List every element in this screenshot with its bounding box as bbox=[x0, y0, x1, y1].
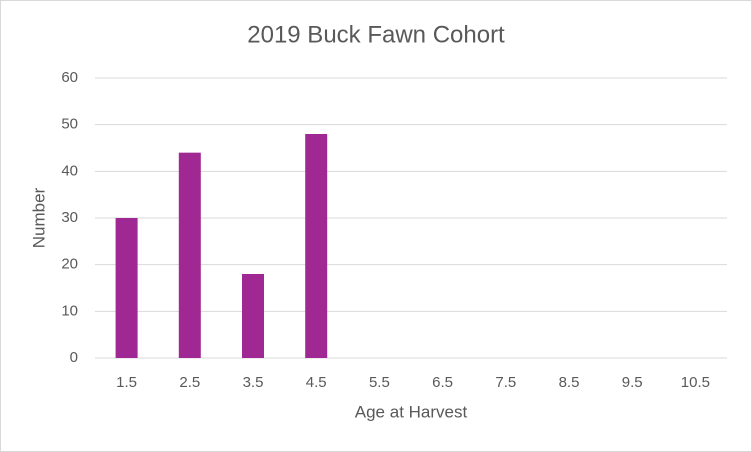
x-tick-label: 1.5 bbox=[116, 374, 137, 391]
x-tick-label: 7.5 bbox=[495, 374, 516, 391]
x-tick-label: 10.5 bbox=[681, 374, 710, 391]
x-axis-label: Age at Harvest bbox=[355, 402, 468, 421]
bar bbox=[242, 274, 264, 358]
y-tick-label: 40 bbox=[61, 162, 78, 179]
y-tick-label: 10 bbox=[61, 302, 78, 319]
bar bbox=[178, 152, 201, 358]
y-tick-label: 0 bbox=[70, 349, 78, 366]
x-tick-label: 6.5 bbox=[432, 374, 453, 391]
x-tick-label: 5.5 bbox=[369, 374, 390, 391]
bar bbox=[305, 134, 328, 358]
y-axis-label: Number bbox=[29, 187, 48, 248]
x-tick-label: 9.5 bbox=[622, 374, 643, 391]
y-tick-label: 30 bbox=[61, 209, 78, 226]
x-tick-label: 8.5 bbox=[559, 374, 580, 391]
chart-title: 2019 Buck Fawn Cohort bbox=[247, 21, 505, 48]
y-tick-label: 20 bbox=[61, 256, 78, 273]
y-tick-label: 60 bbox=[61, 69, 78, 86]
x-tick-label: 3.5 bbox=[243, 374, 264, 391]
x-tick-label: 2.5 bbox=[179, 374, 200, 391]
y-tick-label: 50 bbox=[61, 116, 78, 133]
bar bbox=[115, 218, 138, 358]
x-tick-label: 4.5 bbox=[306, 374, 327, 391]
